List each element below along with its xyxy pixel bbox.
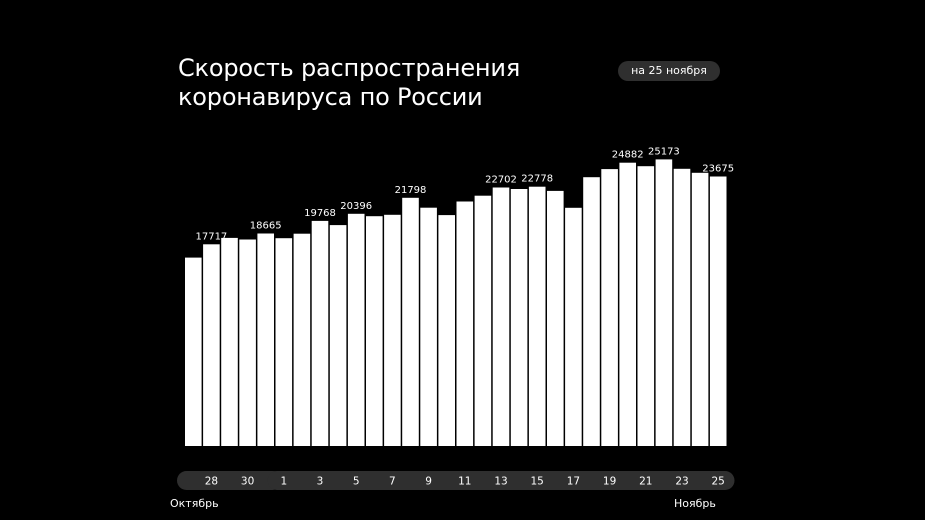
bar-22 [655, 159, 673, 446]
bar-25 [709, 176, 727, 446]
bar-13 [492, 187, 510, 446]
x-axis-group: 28 30 1 3 5 7 9 11 13 15 17 19 21 23 25 [177, 471, 735, 490]
bar-17 [565, 207, 582, 446]
bar-7 [384, 214, 401, 446]
bar-15 [528, 186, 546, 446]
bar-24 [691, 172, 709, 447]
x-tick-label-5: 5 [353, 476, 360, 488]
bar-27 [185, 257, 202, 446]
data-label-5: 20396 [340, 201, 372, 212]
x-tick-label-28: 28 [205, 476, 218, 488]
data-label-15: 22778 [521, 174, 553, 185]
bar-5 [347, 213, 365, 446]
x-tick-label-9: 9 [425, 476, 432, 488]
data-label-28: 17717 [195, 231, 227, 242]
x-tick-label-21: 21 [639, 476, 652, 488]
data-label-8: 21798 [395, 185, 427, 196]
x-tick-label-3: 3 [317, 476, 324, 488]
x-tick-label-17: 17 [567, 476, 580, 488]
x-tick-label-23: 23 [675, 476, 688, 488]
bar-1 [275, 238, 293, 446]
data-label-20: 24882 [612, 150, 644, 161]
bar-19 [601, 169, 618, 446]
x-tick-label-25: 25 [712, 476, 725, 488]
date-badge: на 25 ноября [618, 61, 720, 81]
bar-2 [293, 233, 311, 446]
chart-title-line-2: коронавируса по России [178, 83, 483, 111]
bar-29 [221, 237, 238, 446]
x-tick-label-13: 13 [494, 476, 507, 488]
x-axis-pill-october [177, 471, 282, 490]
x-tick-label-15: 15 [531, 476, 544, 488]
bars-group [185, 159, 727, 447]
bar-12 [474, 195, 492, 446]
x-tick-label-30: 30 [241, 476, 254, 488]
bar-10 [438, 215, 455, 446]
bar-8 [402, 197, 419, 446]
data-label-3: 19768 [304, 208, 336, 219]
data-label-22: 25173 [648, 146, 680, 157]
x-axis-pill-november [267, 471, 735, 490]
bar-18 [583, 177, 600, 446]
data-label-13: 22702 [485, 175, 517, 186]
bar-16 [547, 190, 564, 446]
bar-14 [510, 189, 528, 446]
bar-20 [619, 162, 636, 446]
bar-30 [239, 239, 256, 446]
x-tick-label-19: 19 [603, 476, 616, 488]
bar-9 [420, 207, 437, 446]
data-label-31: 18665 [250, 221, 282, 232]
data-label-25: 23675 [702, 164, 734, 175]
month-label-november: Ноябрь [674, 497, 716, 510]
chart-title-line-1: Скорость распространения [178, 54, 521, 82]
data-labels-group: 17717 18665 19768 20396 21798 22702 22778 24882… [195, 146, 734, 242]
x-tick-label-11: 11 [458, 476, 471, 488]
bar-28 [203, 244, 220, 446]
bar-3 [311, 220, 329, 446]
bar-21 [637, 166, 655, 446]
bar-6 [366, 216, 383, 446]
chart-title: Скорость распространения коронавируса по… [178, 54, 520, 112]
bar-4 [329, 225, 347, 446]
month-label-october: Октябрь [170, 497, 219, 510]
x-tick-label-7: 7 [389, 476, 396, 488]
bar-11 [456, 201, 474, 446]
bar-23 [673, 168, 691, 447]
x-tick-label-1: 1 [280, 476, 287, 488]
bar-31 [257, 233, 274, 446]
